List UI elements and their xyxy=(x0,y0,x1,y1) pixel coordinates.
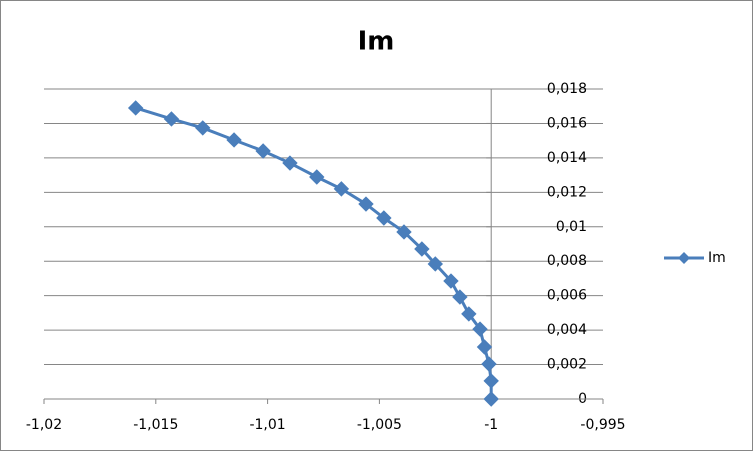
marker xyxy=(476,339,493,355)
marker xyxy=(443,273,459,289)
x-tick-label: -0,995 xyxy=(580,417,625,433)
marker xyxy=(226,132,242,148)
marker xyxy=(461,306,477,322)
marker xyxy=(483,391,499,407)
legend-label: Im xyxy=(708,250,726,266)
x-tick-label: -1 xyxy=(484,417,498,433)
marker xyxy=(483,373,499,389)
y-tick-label: 0,016 xyxy=(547,115,587,131)
x-tick-label: -1,02 xyxy=(26,417,62,433)
marker xyxy=(309,169,325,185)
x-tick-label: -1,01 xyxy=(249,417,285,433)
marker xyxy=(163,111,180,127)
marker xyxy=(376,210,392,226)
legend-marker xyxy=(678,252,690,264)
marker xyxy=(282,155,298,171)
y-tick-label: 0,008 xyxy=(547,253,587,269)
marker xyxy=(452,289,468,305)
y-tick-label: 0,004 xyxy=(547,322,587,338)
marker xyxy=(427,256,444,272)
x-tick-label: -1,015 xyxy=(133,417,178,433)
y-tick-label: 0,006 xyxy=(547,288,587,304)
marker xyxy=(481,356,497,372)
marker xyxy=(195,120,211,136)
y-tick-label: 0,018 xyxy=(547,81,587,97)
marker xyxy=(358,196,374,212)
marker xyxy=(472,321,488,337)
marker xyxy=(127,100,144,116)
y-tick-label: 0,014 xyxy=(547,150,587,166)
y-tick-label: 0,002 xyxy=(547,357,587,373)
y-tick-label: 0,012 xyxy=(547,184,587,200)
marker xyxy=(396,224,412,240)
marker xyxy=(414,241,430,257)
x-tick-label: -1,005 xyxy=(357,417,402,433)
y-tick-label: 0,01 xyxy=(556,219,587,235)
marker xyxy=(333,181,350,197)
chart-title: Im xyxy=(358,27,395,57)
marker xyxy=(255,143,271,159)
